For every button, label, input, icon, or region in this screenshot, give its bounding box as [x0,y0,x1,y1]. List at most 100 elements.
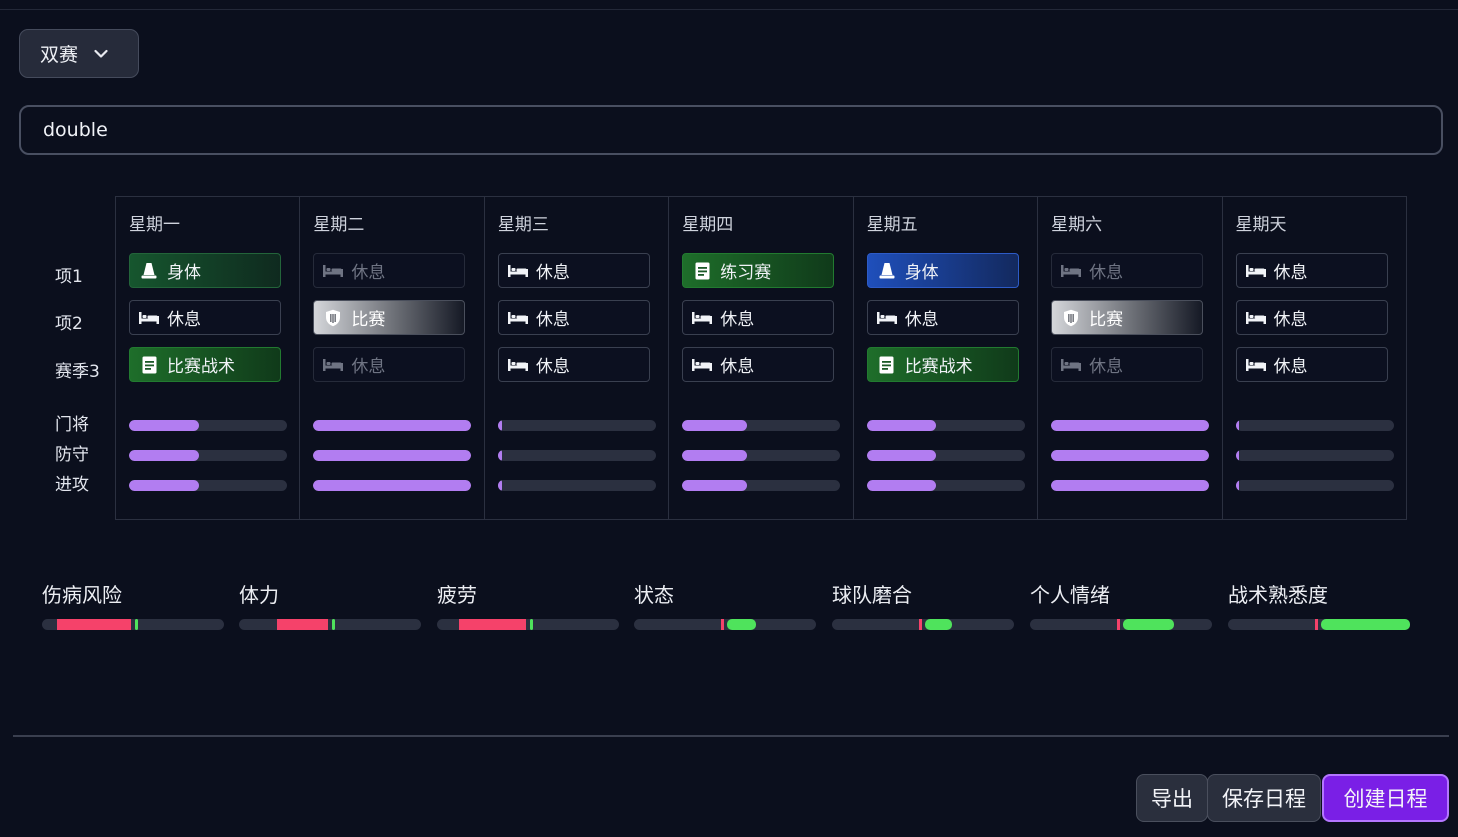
position-level-fill [1051,480,1210,491]
row-label-goalkeeper: 门将 [55,415,89,435]
schedule-slot[interactable]: 休息 [682,347,835,382]
position-level-bar [1235,480,1394,491]
stat-bar-marker [331,619,335,630]
stat-bar [1030,619,1212,630]
position-level-bar [682,480,841,491]
position-level-fill [1235,450,1240,461]
slot-label: 休息 [1273,357,1308,377]
position-level-bar [682,420,841,431]
shield-icon [1061,309,1081,326]
stat-bar-positive-segment [1320,619,1410,630]
schedule-slot[interactable]: 休息 [1235,300,1388,335]
slot-label: 休息 [535,357,570,377]
schedule-slot[interactable]: 比赛战术 [129,347,281,382]
slot-label: 休息 [535,310,570,330]
position-level-fill [129,450,199,461]
schedule-slot[interactable]: 比赛 [1051,300,1204,335]
schedule-slot[interactable]: 休息 [497,300,650,335]
day-name: 星期天 [1235,215,1287,235]
stat-bar-marker [919,619,923,630]
clipboard-icon [877,356,897,373]
slot-label: 身体 [167,263,201,283]
row-label-item1: 项1 [55,267,83,287]
position-level-bar [1235,450,1394,461]
schedule-slot[interactable]: 休息 [497,253,650,288]
stat-label: 球队磨合 [832,583,912,607]
schedule-slot[interactable]: 休息 [866,300,1019,335]
position-level-bar [1051,480,1210,491]
bed-icon [1245,263,1266,279]
schedule-slot[interactable]: 比赛战术 [866,347,1019,382]
stat-bar [634,619,816,630]
schedule-slot[interactable]: 休息 [313,253,466,288]
position-level-bar [497,480,656,491]
clipboard-icon [139,356,159,373]
slot-label: 休息 [904,310,939,330]
day-column: 星期三 休息 休息 休息 [485,197,670,519]
slot-label: 休息 [720,310,755,330]
slot-label: 练习赛 [720,263,772,283]
save-schedule-button[interactable]: 保存日程 [1207,774,1321,822]
position-level-fill [129,480,199,491]
schedule-slot[interactable]: 休息 [129,300,281,335]
position-level-fill [497,450,502,461]
slot-label: 休息 [167,310,201,330]
schedule-slot[interactable]: 身体 [866,253,1019,288]
position-level-bar [497,420,656,431]
stat-bar-marker [1315,619,1319,630]
schedule-slot[interactable]: 休息 [682,300,835,335]
stat-bar-positive-segment [1122,619,1174,630]
export-button[interactable]: 导出 [1136,774,1208,822]
position-level-bar [129,450,287,461]
position-level-fill [497,420,502,431]
stat-label: 体力 [239,583,279,607]
slot-label: 休息 [351,357,386,377]
stat-item: 疲劳 [437,579,619,630]
position-level-fill [313,450,472,461]
slot-label: 休息 [1273,310,1308,330]
schedule-slot[interactable]: 身体 [129,253,281,288]
stat-item: 球队磨合 [832,579,1014,630]
schedule-slot[interactable]: 休息 [1235,253,1388,288]
schedule-slot[interactable]: 休息 [1051,347,1204,382]
slot-label: 休息 [1089,357,1124,377]
schedule-slot[interactable]: 比赛 [313,300,466,335]
position-level-fill [682,480,748,491]
day-column: 星期六 休息 比赛 休息 [1038,197,1223,519]
position-level-fill [682,420,748,431]
day-column: 星期四 练习赛 休息 休息 [669,197,854,519]
day-column: 星期天 休息 休息 休息 [1223,197,1406,519]
create-schedule-button[interactable]: 创建日程 [1322,774,1449,822]
position-level-fill [1235,420,1240,431]
position-level-bar [866,480,1025,491]
weekly-schedule-grid: 星期一 身体 休息 比赛战术 星期二 休息 比赛 休息 星期三 休息 休息 休息 星期四 练习赛 休息 休息星… [115,196,1407,520]
schedule-slot[interactable]: 休息 [313,347,466,382]
stat-item: 伤病风险 [42,579,224,630]
schedule-name-input[interactable] [19,105,1443,155]
bed-icon [1061,357,1082,373]
stat-item: 状态 [634,579,816,630]
schedule-slot[interactable]: 休息 [497,347,650,382]
day-name: 星期一 [129,215,180,235]
position-level-fill [682,450,748,461]
schedule-slot[interactable]: 练习赛 [682,253,835,288]
stat-bar [832,619,1014,630]
slot-label: 比赛 [1089,310,1124,330]
slot-label: 比赛战术 [904,357,973,377]
slot-label: 身体 [904,263,939,283]
mode-dropdown-value: 双赛 [40,44,79,66]
slot-label: 比赛 [351,310,386,330]
schedule-slot[interactable]: 休息 [1235,347,1388,382]
schedule-slot[interactable]: 休息 [1051,253,1204,288]
position-level-bar [1051,450,1210,461]
position-level-bar [497,450,656,461]
cone-icon [877,262,897,279]
bed-icon [1245,310,1266,326]
mode-dropdown[interactable]: 双赛 [19,29,139,78]
position-level-fill [129,420,199,431]
bed-icon [1061,263,1082,279]
slot-label: 休息 [1089,263,1124,283]
stat-bar [1228,619,1410,630]
bed-icon [507,263,528,279]
position-level-fill [313,480,472,491]
